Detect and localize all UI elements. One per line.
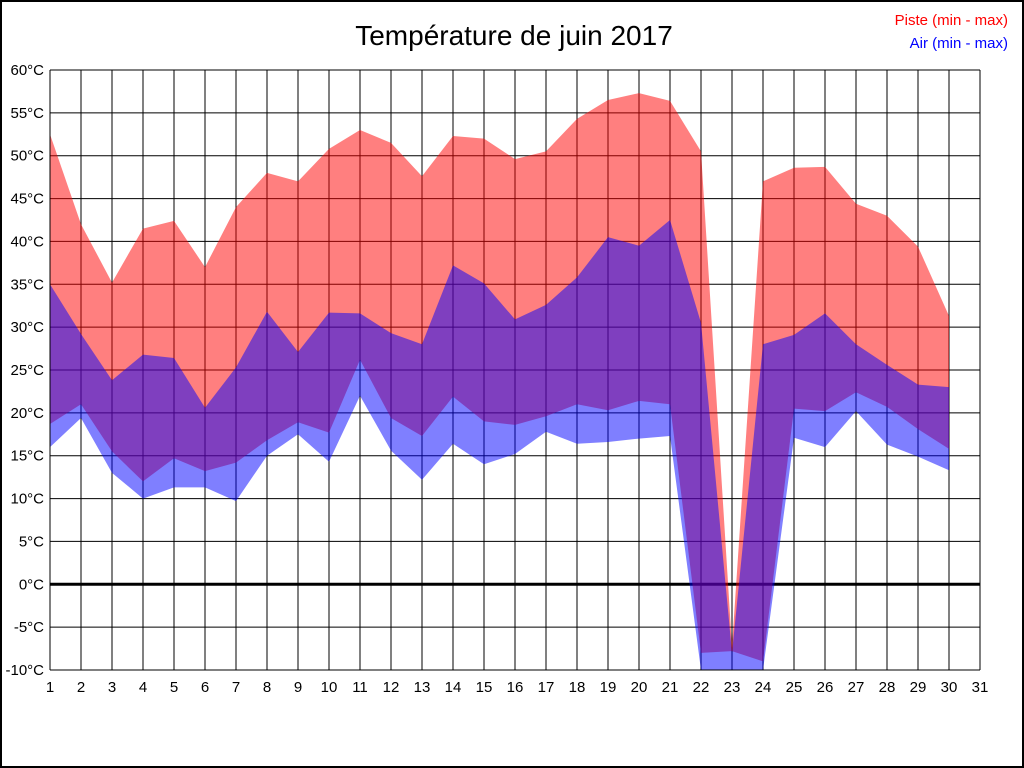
x-tick-label: 12 — [383, 679, 400, 696]
x-tick-label: 25 — [786, 679, 803, 696]
y-tick-label: 55°C — [10, 105, 44, 122]
y-tick-label: 25°C — [10, 362, 44, 379]
legend-item-air: Air (min - max) — [909, 35, 1008, 52]
x-tick-label: 15 — [476, 679, 493, 696]
y-tick-label: 0°C — [19, 576, 44, 593]
x-tick-label: 5 — [170, 679, 178, 696]
x-tick-label: 13 — [414, 679, 431, 696]
x-tick-label: 11 — [352, 679, 368, 696]
x-tick-label: 18 — [569, 679, 586, 696]
y-tick-label: 35°C — [10, 276, 44, 293]
x-tick-label: 16 — [507, 679, 524, 696]
x-tick-label: 14 — [445, 679, 462, 696]
x-tick-label: 28 — [879, 679, 896, 696]
y-tick-label: 60°C — [10, 62, 44, 79]
y-tick-label: 30°C — [10, 319, 44, 336]
y-tick-label: 45°C — [10, 191, 44, 208]
x-tick-label: 24 — [755, 679, 772, 696]
x-tick-label: 1 — [46, 679, 54, 696]
x-tick-label: 4 — [139, 679, 147, 696]
y-tick-label: 40°C — [10, 233, 44, 250]
x-tick-label: 30 — [941, 679, 958, 696]
x-tick-label: 23 — [724, 679, 741, 696]
y-tick-label: 50°C — [10, 148, 44, 165]
x-tick-label: 21 — [662, 679, 679, 696]
air-band — [50, 220, 949, 670]
x-tick-label: 17 — [538, 679, 555, 696]
y-tick-label: 15°C — [10, 448, 44, 465]
x-tick-label: 6 — [201, 679, 209, 696]
x-tick-label: 22 — [693, 679, 710, 696]
x-tick-label: 19 — [600, 679, 617, 696]
x-tick-label: 2 — [77, 679, 85, 696]
chart-title: Température de juin 2017 — [355, 20, 673, 51]
x-tick-label: 7 — [232, 679, 240, 696]
y-tick-label: -5°C — [14, 619, 44, 636]
y-tick-label: 10°C — [10, 491, 44, 508]
x-tick-label: 3 — [108, 679, 116, 696]
x-tick-label: 8 — [263, 679, 271, 696]
legend-item-piste: Piste (min - max) — [894, 12, 1008, 29]
x-tick-label: 26 — [817, 679, 834, 696]
y-tick-label: 5°C — [19, 533, 44, 550]
x-tick-label: 29 — [910, 679, 927, 696]
x-tick-label: 20 — [631, 679, 648, 696]
y-tick-label: -10°C — [5, 662, 44, 679]
y-tick-label: 20°C — [10, 405, 44, 422]
x-tick-label: 31 — [972, 679, 989, 696]
x-tick-label: 27 — [848, 679, 865, 696]
x-tick-label: 10 — [321, 679, 338, 696]
x-tick-label: 9 — [294, 679, 302, 696]
